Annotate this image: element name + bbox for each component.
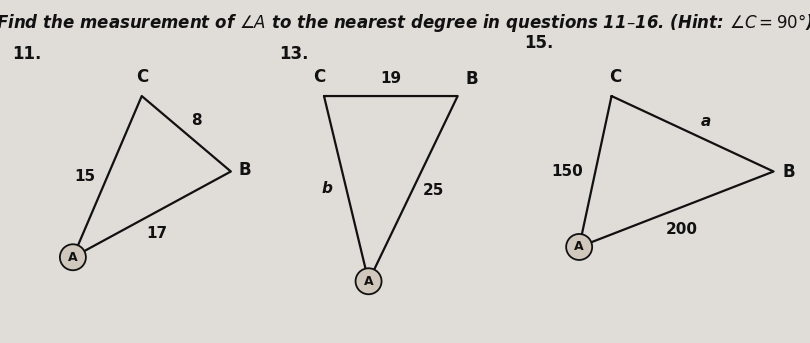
Text: 17: 17 [147, 226, 168, 241]
Text: 13.: 13. [279, 45, 309, 62]
Text: 11.: 11. [12, 45, 41, 62]
Text: A: A [68, 251, 78, 264]
Text: A: A [574, 240, 584, 253]
Text: 150: 150 [552, 164, 583, 179]
Text: a: a [701, 114, 711, 129]
Text: C: C [135, 68, 148, 86]
Text: 8: 8 [191, 113, 202, 128]
Text: 25: 25 [423, 183, 445, 198]
Text: A: A [364, 275, 373, 288]
Text: 200: 200 [665, 222, 697, 237]
Text: C: C [609, 68, 622, 86]
Text: b: b [322, 181, 332, 196]
Text: 15.: 15. [524, 34, 553, 52]
Text: Find the measurement of $\angle A$ to the nearest degree in questions 11–16. (Hi: Find the measurement of $\angle A$ to th… [0, 12, 810, 34]
Text: C: C [313, 68, 325, 86]
Text: 19: 19 [380, 71, 402, 86]
Text: 15: 15 [75, 169, 96, 184]
Circle shape [356, 268, 382, 294]
Text: B: B [782, 163, 795, 180]
Text: B: B [466, 70, 478, 88]
Circle shape [566, 234, 592, 260]
Circle shape [60, 244, 86, 270]
Text: B: B [239, 161, 251, 178]
